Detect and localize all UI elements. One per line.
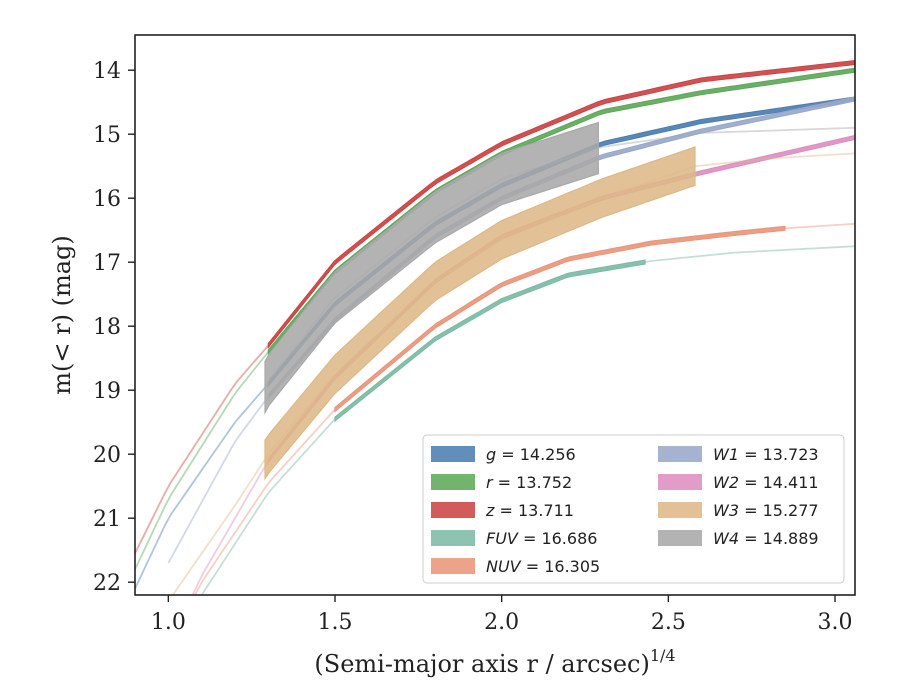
- series-NUV-band: [334, 225, 786, 413]
- legend-item-W2: W2 = 14.411: [658, 473, 819, 492]
- x-tick-label: 1.5: [318, 610, 353, 635]
- series-z-band: [267, 59, 855, 350]
- y-tick-label: 19: [93, 379, 121, 404]
- legend-label-FUV: FUV = 16.686: [486, 529, 597, 548]
- legend-swatch-W4: [658, 530, 702, 546]
- legend-label-r: r = 13.752: [486, 473, 572, 492]
- legend-label-W4: W4 = 14.889: [713, 529, 819, 548]
- legend-label-g: g = 14.256: [486, 445, 576, 464]
- legend-item-W3: W3 = 15.277: [658, 501, 819, 520]
- legend-swatch-W1: [658, 446, 702, 462]
- x-tick-label: 1.0: [151, 610, 186, 635]
- legend-label-W2: W2 = 14.411: [713, 473, 819, 492]
- series-W4-band: [264, 121, 599, 415]
- y-tick-label: 15: [93, 123, 121, 148]
- y-tick-label: 14: [93, 59, 121, 84]
- legend-label-W3: W3 = 15.277: [713, 501, 819, 520]
- legend-swatch-FUV: [431, 530, 475, 546]
- legend-label-z: z = 13.711: [485, 501, 574, 520]
- y-tick-label: 22: [93, 571, 121, 596]
- legend-label-NUV: NUV = 16.305: [486, 557, 600, 576]
- legend-item-r: r = 13.752: [431, 473, 572, 492]
- x-tick-label: 2.0: [484, 610, 519, 635]
- legend-item-NUV: NUV = 16.305: [431, 557, 600, 576]
- y-tick-label: 18: [93, 315, 121, 340]
- legend-item-W1: W1 = 13.723: [658, 445, 819, 464]
- legend-swatch-r: [431, 474, 475, 490]
- y-axis-title: m(< r) (mag): [48, 235, 76, 394]
- legend-item-g: g = 14.256: [431, 445, 576, 464]
- legend-label-W1: W1 = 13.723: [713, 445, 819, 464]
- legend-swatch-g: [431, 446, 475, 462]
- x-axis-title: (Semi-major axis r / arcsec)1/4: [314, 646, 675, 678]
- y-tick-label: 21: [93, 507, 121, 532]
- y-tick-label: 17: [93, 251, 121, 276]
- x-tick-label: 3.0: [818, 610, 853, 635]
- legend-swatch-NUV: [431, 558, 475, 574]
- x-axis-title-main: (Semi-major axis r / arcsec): [314, 650, 649, 678]
- y-axis: 14 15 16 17 18 19 20 21 22: [93, 59, 135, 596]
- series-W3-band: [264, 146, 696, 481]
- x-tick-label: 2.5: [651, 610, 686, 635]
- y-tick-label: 20: [93, 443, 121, 468]
- legend-swatch-W2: [658, 474, 702, 490]
- legend-item-FUV: FUV = 16.686: [431, 529, 597, 548]
- x-axis-title-superscript: 1/4: [650, 646, 676, 665]
- legend-item-z: z = 13.711: [431, 501, 574, 520]
- legend: g = 14.256 r = 13.752 z = 13.711 FUV = 16.6…: [422, 434, 845, 584]
- series-FUV-band: [334, 259, 646, 423]
- series-layer: [135, 59, 855, 595]
- legend-swatch-z: [431, 502, 475, 518]
- legend-item-W4: W4 = 14.889: [658, 529, 819, 548]
- legend-swatch-W3: [658, 502, 702, 518]
- x-axis: 1.0 1.5 2.0 2.5 3.0: [151, 595, 853, 635]
- plot-frame: [134, 34, 856, 596]
- y-tick-label: 16: [93, 187, 121, 212]
- legend-frame: [422, 434, 845, 584]
